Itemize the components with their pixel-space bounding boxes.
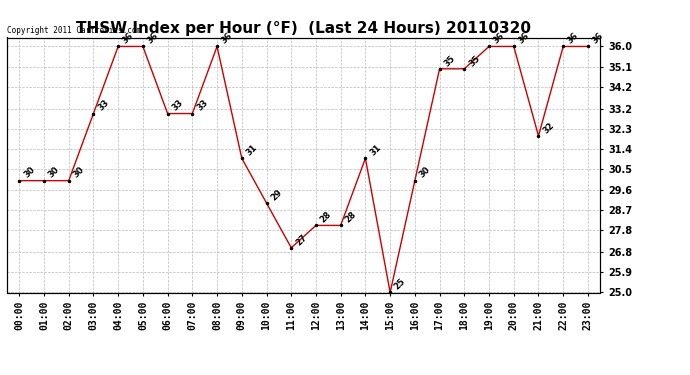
Text: 36: 36 [146, 31, 160, 46]
Text: 33: 33 [195, 98, 210, 113]
Text: 30: 30 [22, 165, 37, 180]
Text: 29: 29 [269, 188, 284, 202]
Text: 35: 35 [467, 54, 482, 68]
Text: 31: 31 [368, 143, 383, 158]
Text: 28: 28 [319, 210, 333, 225]
Text: 33: 33 [170, 98, 185, 113]
Text: 30: 30 [72, 165, 86, 180]
Text: 36: 36 [121, 31, 135, 46]
Text: 31: 31 [244, 143, 259, 158]
Text: 30: 30 [47, 165, 61, 180]
Text: 25: 25 [393, 277, 408, 292]
Text: 36: 36 [566, 31, 580, 46]
Text: 35: 35 [442, 54, 457, 68]
Text: Copyright 2011 Cartronics.com: Copyright 2011 Cartronics.com [7, 26, 141, 35]
Text: 30: 30 [417, 165, 432, 180]
Text: 33: 33 [96, 98, 110, 113]
Text: 27: 27 [294, 232, 308, 247]
Text: 36: 36 [517, 31, 531, 46]
Text: 36: 36 [591, 31, 605, 46]
Text: 28: 28 [344, 210, 358, 225]
Text: 36: 36 [220, 31, 235, 46]
Text: 32: 32 [541, 120, 556, 135]
Text: 36: 36 [492, 31, 506, 46]
Title: THSW Index per Hour (°F)  (Last 24 Hours) 20110320: THSW Index per Hour (°F) (Last 24 Hours)… [76, 21, 531, 36]
